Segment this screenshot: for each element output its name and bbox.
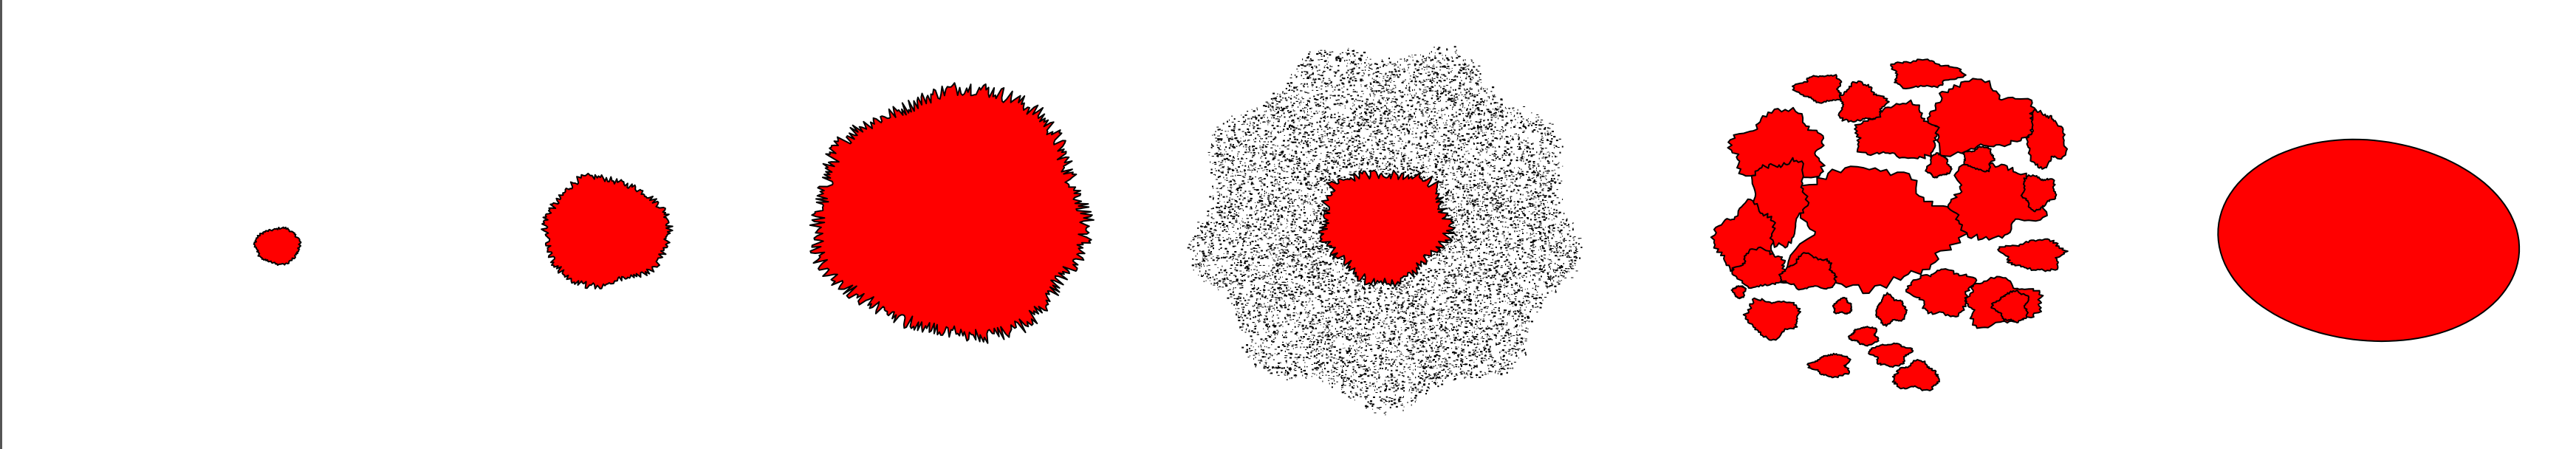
stage-2-cluster — [541, 172, 674, 289]
stage-5-island — [1868, 342, 1914, 369]
stage-4-core — [1318, 169, 1456, 288]
stage-5-island — [1947, 159, 2048, 241]
stage-5-island — [1875, 292, 1908, 327]
stage-5-island — [1905, 268, 1978, 318]
stage-2-rough-blob — [541, 172, 674, 289]
stage-5-island — [1730, 285, 1747, 300]
stage-5-island — [2020, 174, 2058, 213]
stage-5-island — [1962, 145, 1996, 173]
stage-5-island — [1891, 359, 1940, 391]
stage-5-island — [1847, 326, 1880, 347]
stage-3-rough-blob — [809, 82, 1095, 344]
stage-5-island — [1837, 80, 1890, 123]
stage-1-cluster — [253, 226, 302, 266]
left-frame-rule — [0, 0, 2, 449]
stage-4-cluster — [1318, 169, 1456, 288]
stage-5-island — [1742, 297, 1801, 341]
stage-5-island — [1925, 152, 1953, 179]
clusters — [253, 58, 2521, 391]
stage-6-smooth-blob — [2217, 138, 2521, 343]
stage-6-cluster — [2217, 138, 2521, 343]
stage-5-island — [1997, 238, 2069, 273]
stage-5-island — [1832, 296, 1853, 315]
stage-5-island — [2025, 109, 2069, 170]
stage-5-island — [1778, 252, 1838, 291]
stage-5-cluster — [1710, 58, 2069, 391]
stage-5-island — [1792, 74, 1844, 104]
stage-1-rough-blob — [253, 226, 302, 266]
stage-5-island — [1926, 78, 2038, 157]
stage-5-island — [1890, 58, 1967, 89]
stage-5-island — [1990, 289, 2029, 323]
stage-5-island — [1731, 246, 1792, 289]
stage-5-island — [1786, 165, 1980, 295]
stage-5-island — [1750, 157, 1810, 249]
stage-5-island — [1806, 352, 1852, 379]
stage-3-cluster — [809, 82, 1095, 344]
